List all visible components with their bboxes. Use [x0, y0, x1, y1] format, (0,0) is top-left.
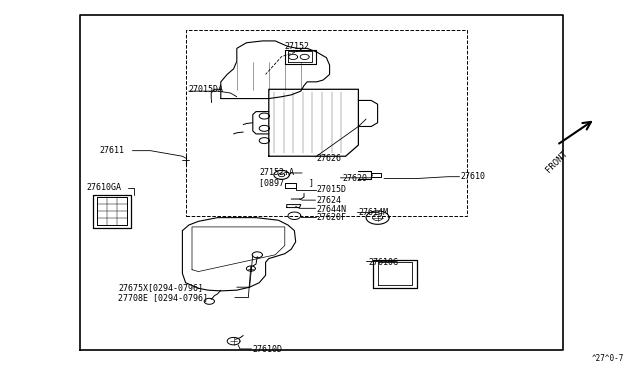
Text: 27620F: 27620F: [317, 213, 347, 222]
Text: 27626: 27626: [317, 154, 342, 163]
Text: 27644N: 27644N: [317, 205, 347, 214]
Text: 27610GA: 27610GA: [86, 183, 122, 192]
Text: 27611: 27611: [99, 146, 124, 155]
Text: ^27^0-7: ^27^0-7: [591, 354, 624, 363]
Text: 27614M: 27614M: [358, 208, 388, 217]
Text: 27675X[0294-0796]: 27675X[0294-0796]: [118, 283, 204, 292]
Text: 27624: 27624: [317, 196, 342, 205]
Text: 27152: 27152: [285, 42, 310, 51]
Text: [0897-    ]: [0897- ]: [259, 178, 314, 187]
Text: 27015D: 27015D: [317, 185, 347, 194]
Text: 27610G: 27610G: [368, 258, 398, 267]
Text: 27708E [0294-0796]: 27708E [0294-0796]: [118, 293, 209, 302]
Text: 27620: 27620: [342, 174, 367, 183]
Text: 27610: 27610: [461, 172, 486, 181]
Text: 27610D: 27610D: [253, 345, 283, 354]
Text: 27015DA: 27015DA: [189, 85, 224, 94]
Text: FRONT: FRONT: [544, 149, 570, 174]
Text: 27152+A: 27152+A: [259, 169, 294, 177]
